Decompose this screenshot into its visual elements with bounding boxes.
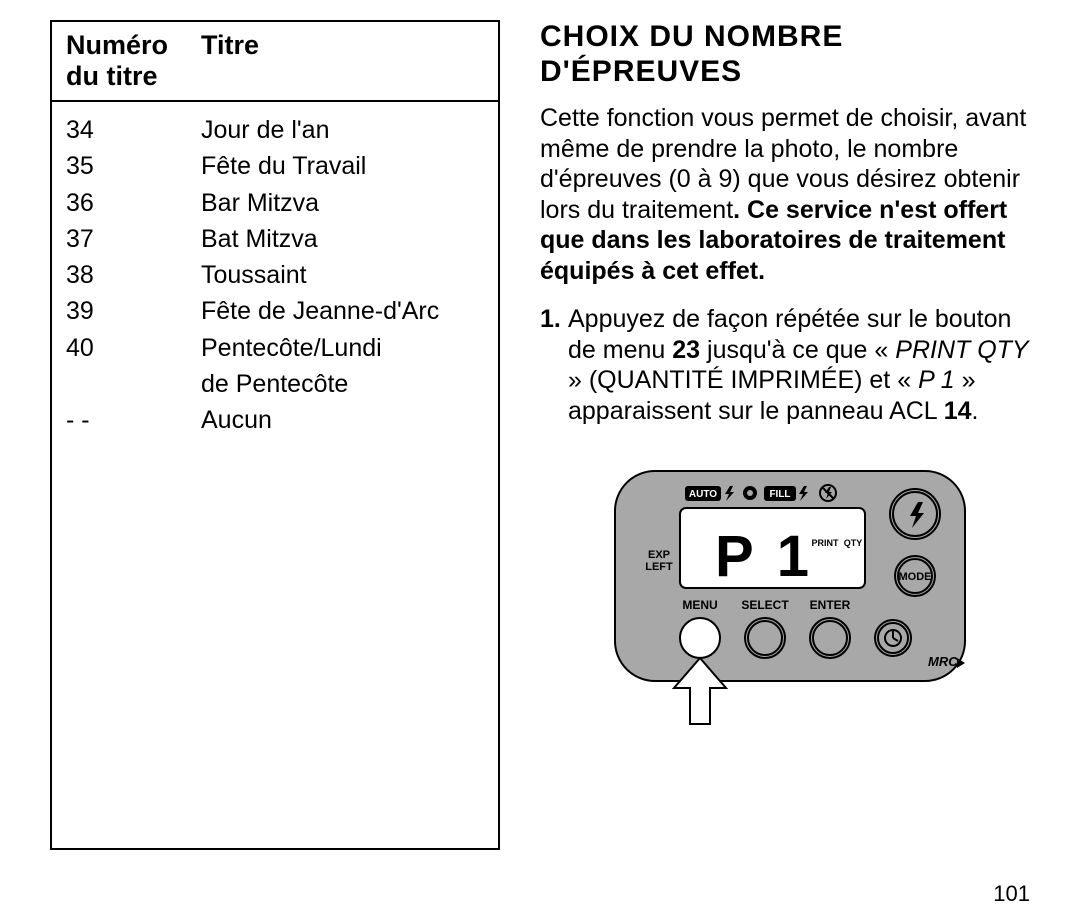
table-header: Numéro du titre Titre: [52, 22, 498, 102]
page-number: 101: [993, 881, 1030, 907]
cell-num: - -: [66, 402, 201, 438]
svg-text:ENTER: ENTER: [810, 598, 851, 612]
step1-ref23: 23: [672, 336, 700, 364]
svg-text:PRINT: PRINT: [812, 538, 840, 548]
svg-text:MODE: MODE: [899, 571, 932, 583]
cell-title: Aucun: [201, 402, 484, 438]
right-column: CHOIX DU NOMBRE D'ÉPREUVES Cette fonctio…: [530, 20, 1040, 899]
step1-mid2: » (QUANTITÉ IMPRIMÉE) et «: [568, 366, 918, 394]
table-row: 34Jour de l'an: [66, 112, 484, 148]
svg-text:FILL: FILL: [769, 489, 790, 500]
table-row: 39Fête de Jeanne-d'Arc: [66, 293, 484, 329]
step-1-body: Appuyez de façon répétée sur le bouton d…: [568, 304, 1040, 426]
svg-text:MRC: MRC: [928, 654, 958, 669]
step1-printqty: PRINT QTY: [895, 336, 1028, 364]
table-row: 36Bar Mitzva: [66, 185, 484, 221]
header-left-line2: du titre: [66, 61, 158, 91]
table-body: 34Jour de l'an35Fête du Travail36Bar Mit…: [52, 102, 498, 848]
left-column: Numéro du titre Titre 34Jour de l'an35Fê…: [50, 20, 530, 899]
cell-title: de Pentecôte: [201, 366, 484, 402]
step1-mid1: jusqu'à ce que «: [700, 336, 895, 364]
cell-num: 37: [66, 221, 201, 257]
cell-title: Toussaint: [201, 257, 484, 293]
cell-num: 35: [66, 148, 201, 184]
step-1-number: 1.: [540, 304, 568, 426]
cell-num: 40: [66, 330, 201, 366]
table-row: 35Fête du Travail: [66, 148, 484, 184]
table-row: 37Bat Mitzva: [66, 221, 484, 257]
table-row: de Pentecôte: [66, 366, 484, 402]
header-numero: Numéro du titre: [66, 30, 201, 92]
cell-num: 34: [66, 112, 201, 148]
header-titre: Titre: [201, 30, 484, 92]
table-row: 40Pentecôte/Lundi: [66, 330, 484, 366]
svg-text:AUTO: AUTO: [689, 489, 717, 500]
table-row: - -Aucun: [66, 402, 484, 438]
cell-title: Bat Mitzva: [201, 221, 484, 257]
cell-title: Jour de l'an: [201, 112, 484, 148]
step1-end: .: [972, 397, 979, 425]
cell-title: Pentecôte/Lundi: [201, 330, 484, 366]
intro-paragraph: Cette fonction vous permet de choisir, a…: [540, 103, 1040, 286]
table-row: 38Toussaint: [66, 257, 484, 293]
cell-title: Bar Mitzva: [201, 185, 484, 221]
step1-p1: P 1: [918, 366, 955, 394]
title-table: Numéro du titre Titre 34Jour de l'an35Fê…: [50, 20, 500, 850]
svg-text:EXP: EXP: [648, 549, 670, 561]
cell-num: [66, 366, 201, 402]
cell-num: 38: [66, 257, 201, 293]
step-1: 1. Appuyez de façon répétée sur le bouto…: [540, 304, 1040, 426]
heading-line1: CHOIX DU NOMBRE: [540, 20, 843, 53]
cell-num: 39: [66, 293, 201, 329]
step1-ref14: 14: [944, 397, 972, 425]
step-list: 1. Appuyez de façon répétée sur le bouto…: [540, 304, 1040, 426]
cell-title: Fête du Travail: [201, 148, 484, 184]
svg-text:LEFT: LEFT: [645, 561, 673, 573]
cell-title: Fête de Jeanne-d'Arc: [201, 293, 484, 329]
device-illustration: AUTO FILL EXP LEFT P 1 PRINT QTY: [540, 466, 1040, 726]
section-heading: CHOIX DU NOMBRE D'ÉPREUVES: [540, 20, 1040, 89]
svg-text:P 1: P 1: [715, 524, 813, 589]
svg-text:QTY: QTY: [844, 538, 863, 548]
header-left-line1: Numéro: [66, 30, 168, 60]
svg-text:SELECT: SELECT: [741, 598, 789, 612]
header-right-text: Titre: [201, 30, 259, 60]
heading-line2: D'ÉPREUVES: [540, 55, 742, 88]
cell-num: 36: [66, 185, 201, 221]
camera-panel-svg: AUTO FILL EXP LEFT P 1 PRINT QTY: [610, 466, 970, 726]
svg-text:MENU: MENU: [682, 598, 717, 612]
